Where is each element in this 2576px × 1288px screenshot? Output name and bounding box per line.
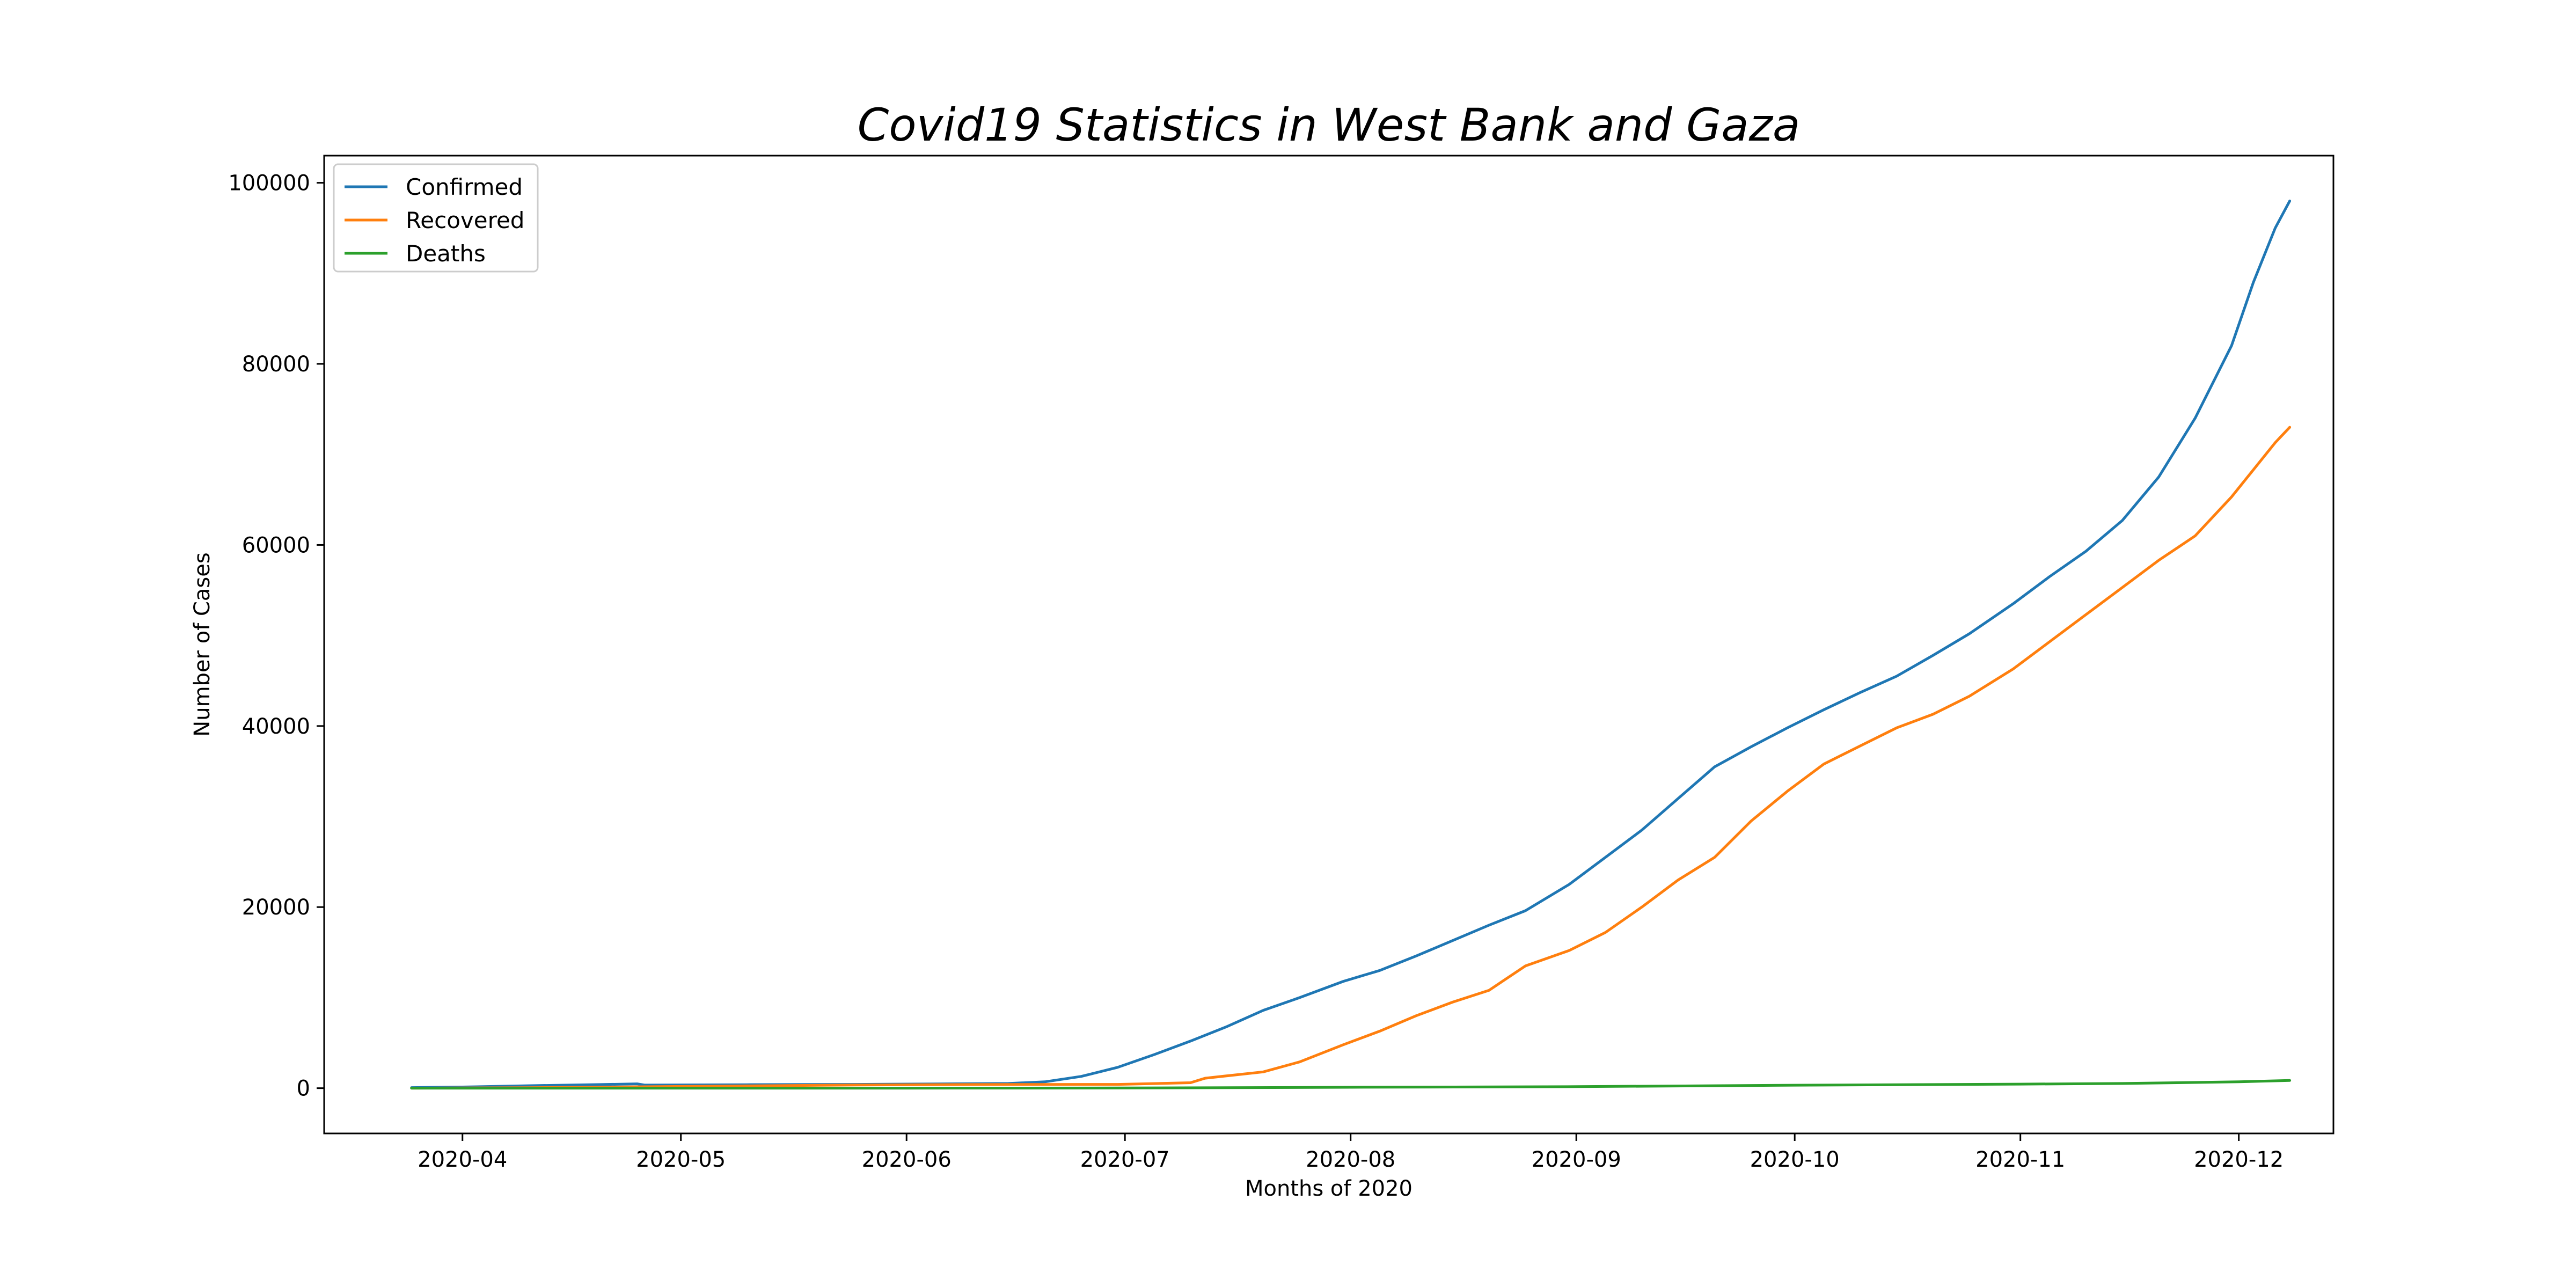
x-tick-label: 2020-12 bbox=[2194, 1147, 2284, 1172]
x-axis-ticks: 2020-04 2020-05 2020-06 2020-07 2020-08 2020-… bbox=[418, 1133, 2284, 1172]
chart-title: Covid19 Statistics in West Bank and Gaza bbox=[858, 99, 1801, 151]
x-tick-label: 2020-08 bbox=[1306, 1147, 1395, 1172]
legend-label-deaths: Deaths bbox=[406, 240, 486, 267]
y-tick-label: 40000 bbox=[242, 714, 310, 739]
legend-label-recovered: Recovered bbox=[406, 207, 524, 233]
y-tick-label: 100000 bbox=[228, 171, 310, 196]
x-tick-label: 2020-11 bbox=[1975, 1147, 2065, 1172]
x-tick-label: 2020-10 bbox=[1750, 1147, 1840, 1172]
y-axis-label: Number of Cases bbox=[190, 552, 215, 736]
x-tick-label: 2020-07 bbox=[1080, 1147, 1170, 1172]
series-line-deaths bbox=[410, 1079, 2292, 1090]
series-line-recovered bbox=[410, 426, 2292, 1090]
x-tick-label: 2020-06 bbox=[862, 1147, 952, 1172]
y-tick-label: 0 bbox=[297, 1077, 310, 1101]
y-tick-label: 80000 bbox=[242, 352, 310, 377]
x-tick-label: 2020-04 bbox=[418, 1147, 507, 1172]
x-tick-label: 2020-05 bbox=[636, 1147, 726, 1172]
x-axis-label: Months of 2020 bbox=[1245, 1176, 1413, 1201]
y-tick-label: 20000 bbox=[242, 895, 310, 920]
series-layer bbox=[410, 199, 2292, 1090]
y-tick-label: 60000 bbox=[242, 533, 310, 558]
legend: Confirmed Recovered Deaths bbox=[333, 163, 539, 273]
legend-box bbox=[333, 163, 539, 273]
x-tick-label: 2020-09 bbox=[1532, 1147, 1621, 1172]
legend-label-confirmed: Confirmed bbox=[406, 174, 523, 200]
plot-frame bbox=[323, 155, 2334, 1135]
y-axis-ticks: 0 20000 40000 60000 80000 100000 bbox=[228, 171, 324, 1101]
